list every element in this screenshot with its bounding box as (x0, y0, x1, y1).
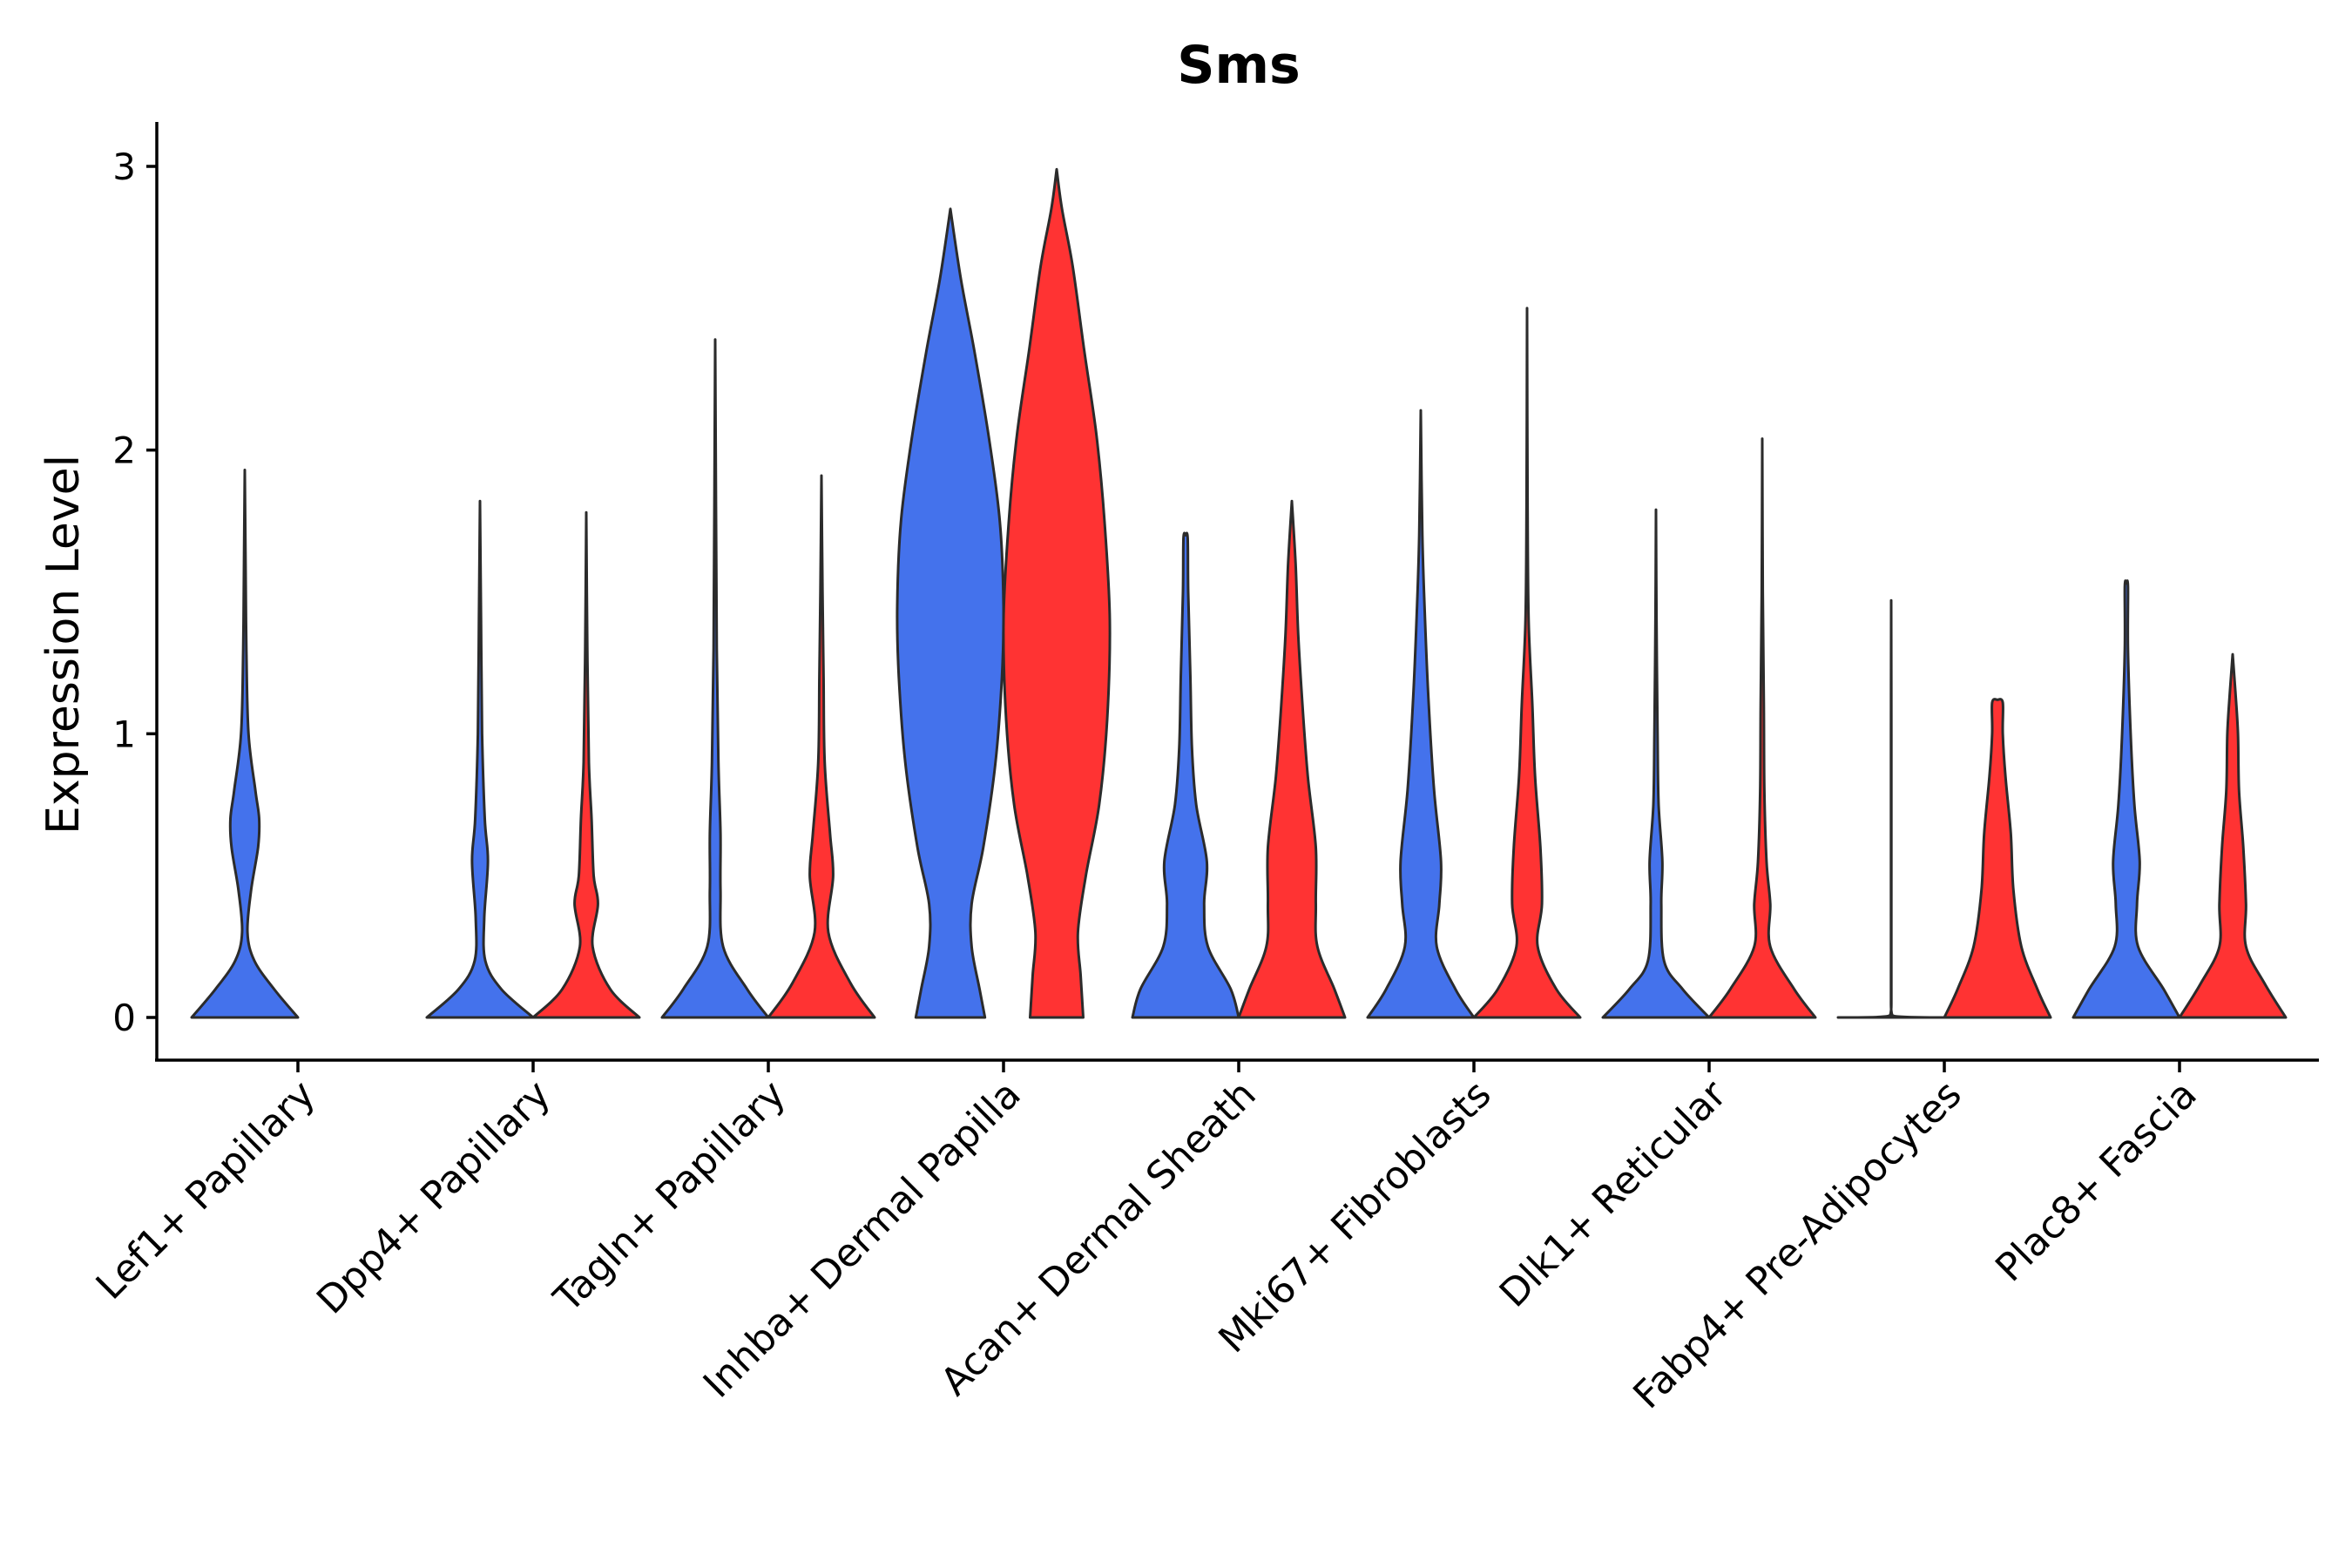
y-tick-label: 2 (112, 429, 136, 472)
y-axis-label: Expression Level (37, 455, 90, 835)
violin-dlk1-reticular-group-b (1707, 437, 1817, 1019)
violin-mki67-fibroblasts-group-b (1472, 307, 1582, 1019)
x-tick-label: Lef1+ Papillary (88, 1072, 324, 1308)
axes-layer (155, 122, 2319, 1062)
chart-title: Sms (1177, 35, 1300, 96)
y-ticks-layer: 0 1 2 3 (112, 145, 157, 1039)
x-tick-label: Tagln+ Papillary (545, 1072, 794, 1321)
violin-fabp4-pre-adipocytes-group-b (1943, 698, 2052, 1019)
violin-plac8-fascia-group-a (2072, 579, 2181, 1019)
violin-tagln-papillary-group-b (767, 474, 876, 1019)
violin-inhba-dermal-papilla-group-b (1002, 167, 1112, 1019)
violin-tagln-papillary-group-a (660, 338, 770, 1019)
violin-dpp4-papillary-group-b (531, 510, 641, 1019)
violin-plac8-fascia-group-b (2178, 652, 2288, 1019)
y-tick-label: 1 (112, 713, 136, 755)
violin-dpp4-papillary-group-a (425, 499, 535, 1019)
x-tick-label: Plac8+ Fascia (1987, 1072, 2206, 1291)
violin-acan-dermal-sheath-group-b (1237, 499, 1347, 1019)
y-tick-label: 0 (112, 997, 136, 1039)
violins-layer (190, 167, 2288, 1019)
x-tick-label: Mki67+ Fibroblasts (1210, 1072, 1499, 1362)
violin-mki67-fibroblasts-group-a (1366, 409, 1476, 1019)
violin-fabp4-pre-adipocytes-group-a (1836, 598, 1946, 1019)
violin-dlk1-reticular-group-a (1601, 508, 1711, 1019)
violin-acan-dermal-sheath-group-a (1131, 531, 1240, 1019)
x-tick-label: Dpp4+ Papillary (308, 1072, 559, 1323)
violin-lef1-papillary-group-a (190, 469, 300, 1019)
x-tick-label: Dlk1+ Reticular (1491, 1071, 1736, 1316)
violin-inhba-dermal-papilla-group-a (896, 207, 1005, 1019)
y-tick-label: 3 (112, 145, 136, 188)
